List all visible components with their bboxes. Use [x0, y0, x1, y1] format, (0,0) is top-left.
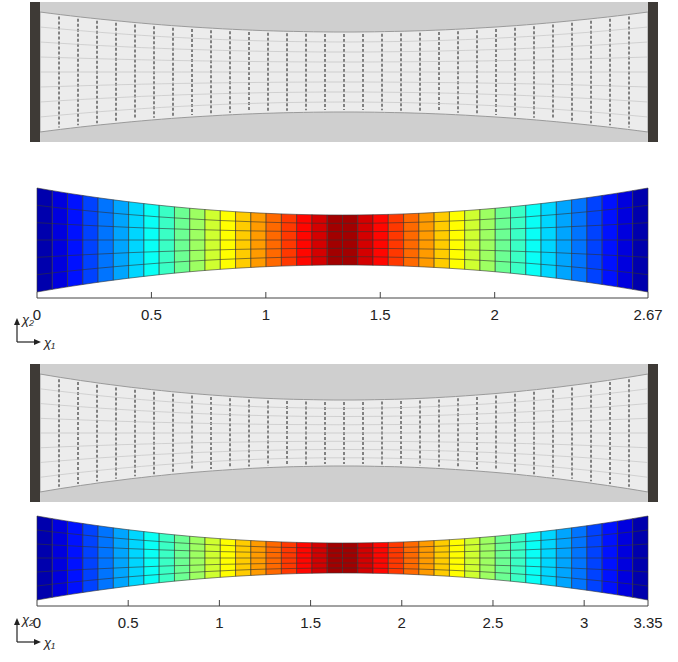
tick-mark: [648, 292, 649, 298]
axis-line: [37, 298, 648, 299]
tick-label: 2.5: [483, 614, 504, 631]
photo: [30, 2, 658, 142]
arrow-head: [14, 318, 20, 325]
fiber-line: [40, 57, 648, 62]
mesh-row: [37, 544, 648, 553]
tick-mark: [37, 600, 38, 606]
x-axis: 0 0.5 1 1.5 2 2.5 3 3.35: [33, 600, 663, 631]
axis-title: χ₁: [43, 335, 55, 350]
tick-label: 0: [33, 306, 41, 323]
mesh: [37, 188, 648, 292]
fiber-line: [40, 389, 648, 409]
fiber-line: [40, 82, 648, 87]
tick-mark: [128, 600, 129, 606]
tick-mark: [219, 600, 220, 606]
coordinate-system: χ₂ χ₁: [14, 312, 55, 350]
fiber-line: [40, 441, 648, 448]
tick-label: 0: [33, 614, 41, 631]
axis-title: χ₂: [21, 312, 34, 327]
tick-label: 1: [262, 306, 270, 323]
specimen: [40, 12, 648, 132]
fiber-line: [40, 404, 648, 417]
tick-mark: [494, 292, 495, 298]
mesh-row: [37, 568, 648, 586]
tick-mark: [151, 292, 152, 298]
tick-mark: [584, 600, 585, 606]
axis-title: χ₁: [43, 635, 55, 650]
tick-mark: [492, 600, 493, 606]
mesh-row: [37, 223, 648, 232]
specimen: [40, 374, 648, 492]
axis-title: χ₂: [21, 612, 34, 627]
fiber-line: [40, 433, 648, 434]
clamp: [30, 364, 40, 502]
fiber-line: [40, 42, 648, 52]
tick-label: 2.67: [633, 306, 662, 323]
fiber-line: [40, 102, 648, 117]
x-axis: 0 0.5 1 1.5 2 2.67: [33, 292, 663, 323]
arrow-head: [14, 618, 20, 625]
clamp: [30, 2, 40, 142]
figure: 00.511.522.67χ₂χ₁00.511.522.533.35χ₂χ₁: [0, 0, 678, 662]
fiber-line: [40, 458, 648, 478]
photo-background: [30, 364, 658, 502]
fiber-line: [40, 418, 648, 425]
coordinate-system: χ₂ χ₁: [14, 612, 55, 650]
mesh: [37, 516, 648, 600]
mesh-row: [37, 248, 648, 257]
mesh-row: [37, 240, 648, 241]
arrow-head: [34, 639, 41, 645]
fiber-line: [40, 27, 648, 42]
tick-mark: [265, 292, 266, 298]
tick-label: 2: [491, 306, 499, 323]
tick-mark: [37, 292, 38, 298]
fiber-line: [40, 92, 648, 102]
photo: [30, 364, 658, 502]
tick-label: 1.5: [370, 306, 391, 323]
tick-label: 0.5: [141, 306, 162, 323]
photo-background: [30, 2, 658, 142]
fiber-line: [40, 72, 648, 73]
tick-label: 0.5: [118, 614, 139, 631]
tick-label: 1: [215, 614, 223, 631]
tick-label: 3: [580, 614, 588, 631]
panel: 0 0.5 1 1.5 2 2.5 3 3.35 χ₂ χ₁: [14, 364, 663, 650]
clamp: [648, 2, 658, 142]
tick-label: 3.35: [633, 614, 662, 631]
tick-mark: [310, 600, 311, 606]
fiber-line: [40, 450, 648, 463]
mesh-row: [37, 563, 648, 572]
tick-mark: [648, 600, 649, 606]
mesh-row: [37, 205, 648, 223]
tick-label: 1.5: [300, 614, 321, 631]
panel: 0 0.5 1 1.5 2 2.67 χ₂ χ₁: [14, 2, 663, 350]
mesh-row: [37, 558, 648, 559]
clamp: [648, 364, 658, 502]
mesh-row: [37, 257, 648, 275]
arrow-head: [34, 339, 41, 345]
mesh-row: [37, 530, 648, 548]
tick-mark: [380, 292, 381, 298]
tick-label: 2: [398, 614, 406, 631]
tick-mark: [401, 600, 402, 606]
